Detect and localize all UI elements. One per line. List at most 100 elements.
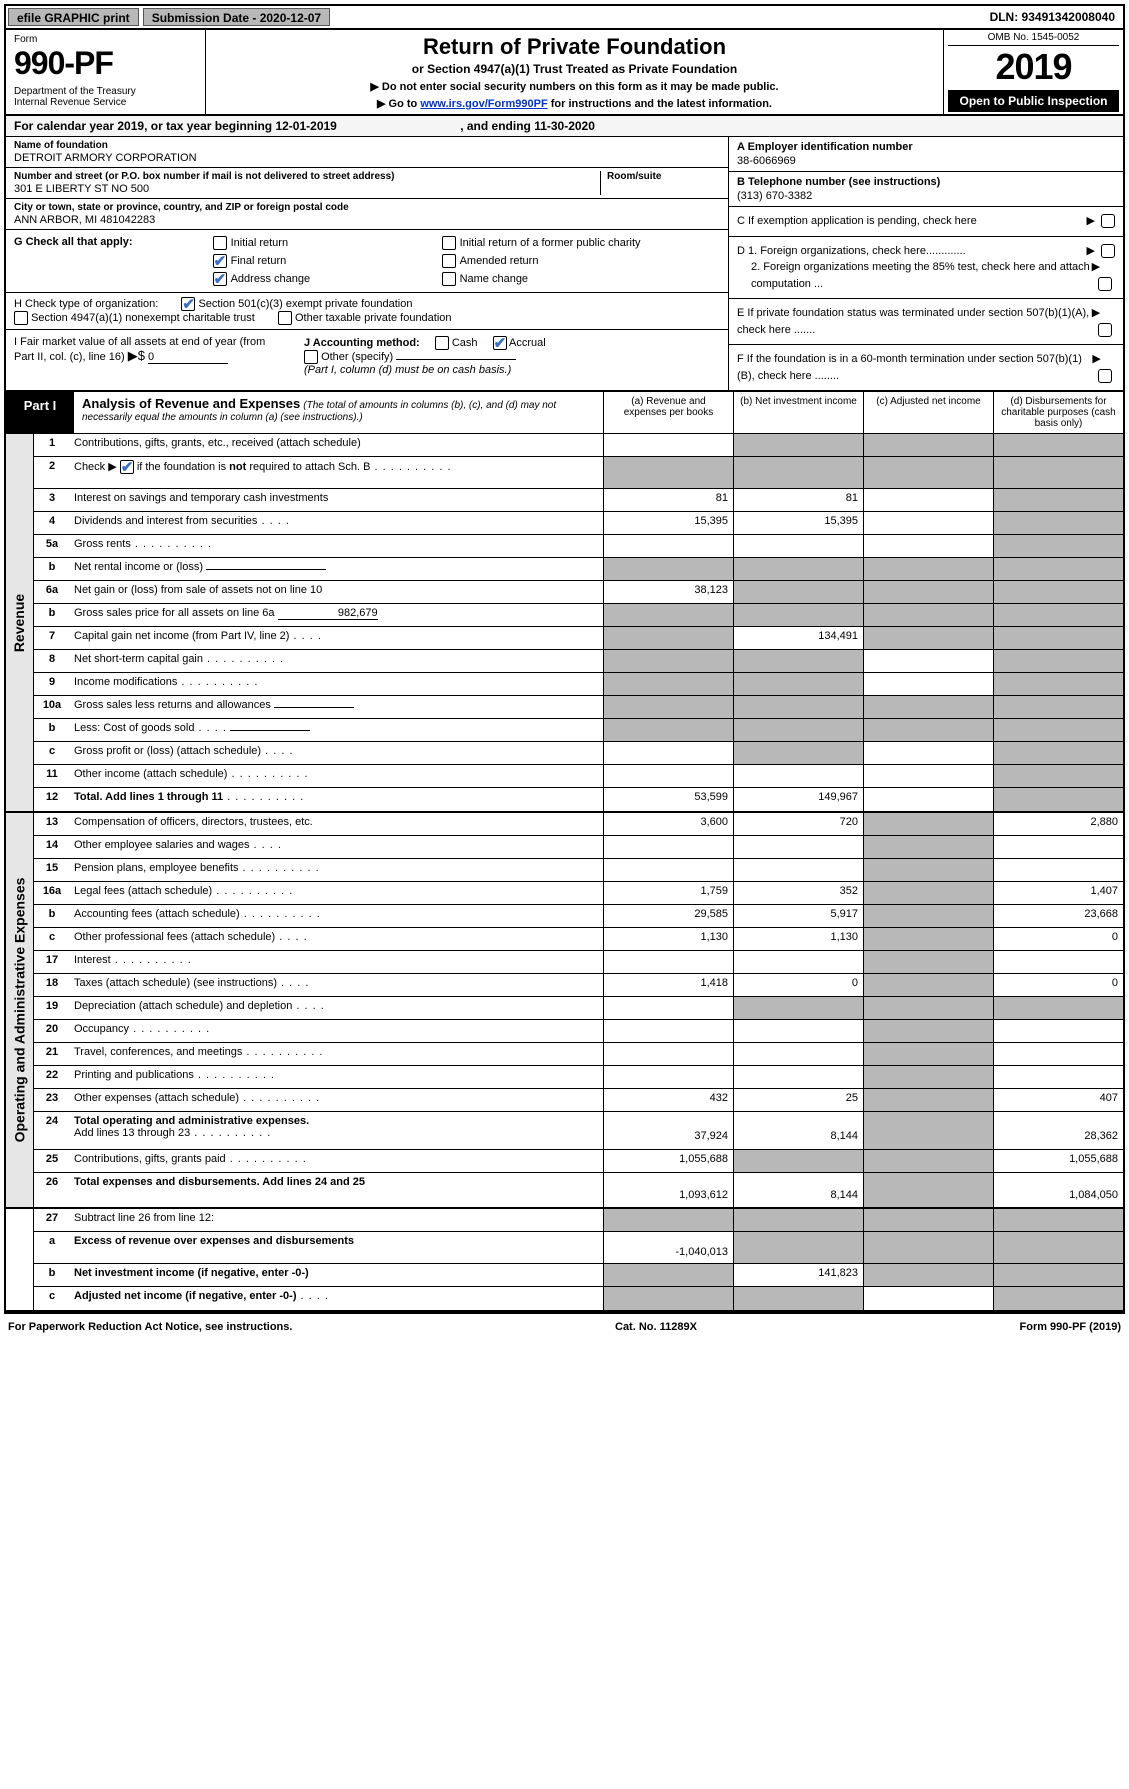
r12-a: 53,599 bbox=[603, 788, 733, 811]
part-1-header: Part I Analysis of Revenue and Expenses … bbox=[6, 390, 1123, 434]
row-5b: Net rental income or (loss) bbox=[70, 558, 603, 580]
expenses-side-label: Operating and Administrative Expenses bbox=[6, 813, 34, 1207]
top-bar: efile GRAPHIC print Submission Date - 20… bbox=[6, 6, 1123, 30]
form-header: Form 990-PF Department of the Treasury I… bbox=[6, 30, 1123, 116]
open-public: Open to Public Inspection bbox=[948, 90, 1119, 112]
row-27: Subtract line 26 from line 12: bbox=[70, 1209, 603, 1231]
expenses-block: Operating and Administrative Expenses 13… bbox=[6, 813, 1123, 1209]
box-f: F If the foundation is in a 60-month ter… bbox=[729, 345, 1123, 390]
r23-b: 25 bbox=[733, 1089, 863, 1111]
row-22: Printing and publications bbox=[70, 1066, 603, 1088]
page-footer: For Paperwork Reduction Act Notice, see … bbox=[0, 1318, 1129, 1336]
box-b: B Telephone number (see instructions) (3… bbox=[729, 172, 1123, 207]
i-arrow: ▶$ bbox=[128, 348, 145, 363]
ein-value: 38-6066969 bbox=[737, 155, 1115, 167]
cb-501c3[interactable] bbox=[181, 297, 195, 311]
instruction-2: ▶ Go to www.irs.gov/Form990PF for instru… bbox=[214, 97, 935, 110]
h-501: Section 501(c)(3) exempt private foundat… bbox=[198, 298, 412, 310]
r26-d: 1,084,050 bbox=[993, 1173, 1123, 1207]
info-section: Name of foundation DETROIT ARMORY CORPOR… bbox=[6, 137, 1123, 390]
r13-a: 3,600 bbox=[603, 813, 733, 835]
cb-sch-b[interactable] bbox=[120, 460, 134, 474]
irs-link[interactable]: www.irs.gov/Form990PF bbox=[420, 98, 547, 110]
phone-value: (313) 670-3382 bbox=[737, 190, 1115, 202]
cb-f[interactable] bbox=[1098, 369, 1112, 383]
r16c-d: 0 bbox=[993, 928, 1123, 950]
j-note: (Part I, column (d) must be on cash basi… bbox=[304, 364, 511, 376]
r4-b: 15,395 bbox=[733, 512, 863, 534]
r25-a: 1,055,688 bbox=[603, 1150, 733, 1172]
row-2: Check ▶ if the foundation is not require… bbox=[70, 457, 603, 488]
e-label: E If private foundation status was termi… bbox=[737, 305, 1092, 338]
instr2-pre: ▶ Go to bbox=[377, 98, 420, 110]
r18-a: 1,418 bbox=[603, 974, 733, 996]
r13-d: 2,880 bbox=[993, 813, 1123, 835]
cb-e[interactable] bbox=[1098, 323, 1112, 337]
row-20: Occupancy bbox=[70, 1020, 603, 1042]
cb-address-change[interactable] bbox=[213, 272, 227, 286]
row-1: Contributions, gifts, grants, etc., rece… bbox=[70, 434, 603, 456]
h-label: H Check type of organization: bbox=[14, 298, 158, 310]
cb-d1[interactable] bbox=[1101, 244, 1115, 258]
addr-label: Number and street (or P.O. box number if… bbox=[14, 171, 600, 182]
r16c-b: 1,130 bbox=[733, 928, 863, 950]
part-1-desc: Analysis of Revenue and Expenses (The to… bbox=[74, 392, 603, 433]
footer-right: Form 990-PF (2019) bbox=[1020, 1321, 1121, 1333]
g-initial: Initial return bbox=[231, 237, 288, 249]
cb-initial-former[interactable] bbox=[442, 236, 456, 250]
submission-date: Submission Date - 2020-12-07 bbox=[143, 8, 330, 26]
cb-other-method[interactable] bbox=[304, 350, 318, 364]
cb-final-return[interactable] bbox=[213, 254, 227, 268]
street-address: 301 E LIBERTY ST NO 500 bbox=[14, 183, 600, 195]
footer-left: For Paperwork Reduction Act Notice, see … bbox=[8, 1321, 292, 1333]
r23-d: 407 bbox=[993, 1089, 1123, 1111]
g-name-change: Name change bbox=[460, 273, 529, 285]
r23-a: 432 bbox=[603, 1089, 733, 1111]
r25-d: 1,055,688 bbox=[993, 1150, 1123, 1172]
cb-d2[interactable] bbox=[1098, 277, 1112, 291]
cb-4947[interactable] bbox=[14, 311, 28, 325]
row-27b: Net investment income (if negative, ente… bbox=[70, 1264, 603, 1286]
part-1-title: Analysis of Revenue and Expenses bbox=[82, 396, 300, 411]
info-right: A Employer identification number 38-6066… bbox=[728, 137, 1123, 390]
cb-other-taxable[interactable] bbox=[278, 311, 292, 325]
row-25: Contributions, gifts, grants paid bbox=[70, 1150, 603, 1172]
row-10a: Gross sales less returns and allowances bbox=[70, 696, 603, 718]
cb-initial-return[interactable] bbox=[213, 236, 227, 250]
cb-c[interactable] bbox=[1101, 214, 1115, 228]
row-24: Total operating and administrative expen… bbox=[70, 1112, 603, 1149]
row-3: Interest on savings and temporary cash i… bbox=[70, 489, 603, 511]
row-27c: Adjusted net income (if negative, enter … bbox=[70, 1287, 603, 1310]
form-title: Return of Private Foundation bbox=[214, 34, 935, 60]
row-18: Taxes (attach schedule) (see instruction… bbox=[70, 974, 603, 996]
r26-a: 1,093,612 bbox=[603, 1173, 733, 1207]
cal-pre: For calendar year 2019, or tax year begi… bbox=[14, 119, 275, 133]
row-8: Net short-term capital gain bbox=[70, 650, 603, 672]
foundation-name: DETROIT ARMORY CORPORATION bbox=[14, 152, 720, 164]
row-6b: Gross sales price for all assets on line… bbox=[70, 604, 603, 626]
row-15: Pension plans, employee benefits bbox=[70, 859, 603, 881]
city-label: City or town, state or province, country… bbox=[14, 202, 720, 213]
j-cash: Cash bbox=[452, 337, 478, 349]
r27a-a: -1,040,013 bbox=[603, 1232, 733, 1263]
r27b-b: 141,823 bbox=[733, 1264, 863, 1286]
r16c-a: 1,130 bbox=[603, 928, 733, 950]
city-value: ANN ARBOR, MI 481042283 bbox=[14, 214, 720, 226]
h-other: Other taxable private foundation bbox=[295, 312, 452, 324]
row-17: Interest bbox=[70, 951, 603, 973]
dln-label: DLN: 93491342008040 bbox=[982, 6, 1123, 28]
efile-print-button[interactable]: efile GRAPHIC print bbox=[8, 8, 139, 26]
calendar-year-row: For calendar year 2019, or tax year begi… bbox=[6, 116, 1123, 137]
g-final: Final return bbox=[231, 255, 287, 267]
i-value: 0 bbox=[148, 351, 228, 364]
cb-accrual[interactable] bbox=[493, 336, 507, 350]
cal-end: 11-30-2020 bbox=[534, 119, 595, 133]
section-i-j: I Fair market value of all assets at end… bbox=[6, 330, 728, 382]
cb-amended[interactable] bbox=[442, 254, 456, 268]
cb-cash[interactable] bbox=[435, 336, 449, 350]
r24-b: 8,144 bbox=[733, 1112, 863, 1149]
instr2-post: for instructions and the latest informat… bbox=[548, 98, 772, 110]
cb-name-change[interactable] bbox=[442, 272, 456, 286]
part-1-label: Part I bbox=[6, 392, 74, 433]
r16b-a: 29,585 bbox=[603, 905, 733, 927]
